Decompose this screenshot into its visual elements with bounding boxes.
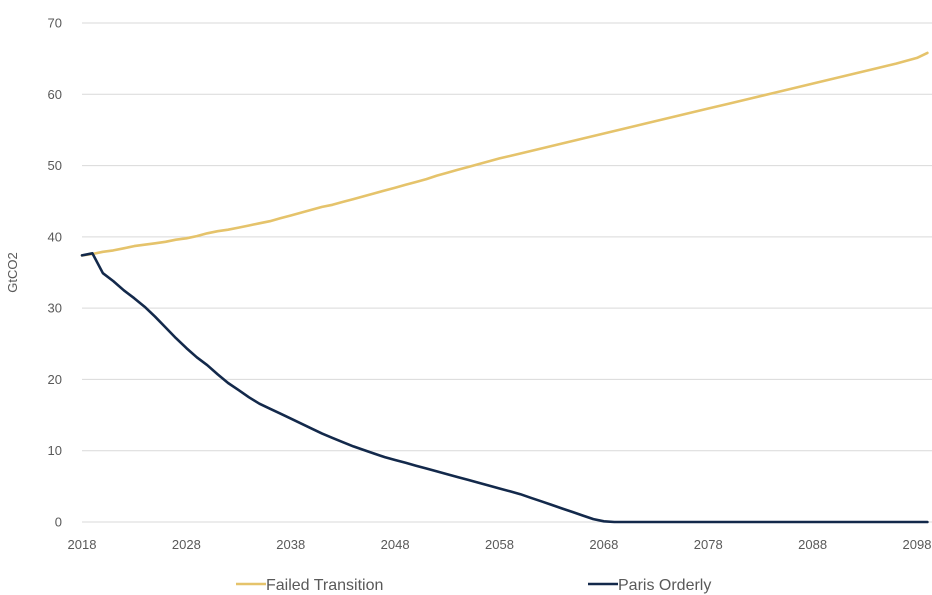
x-tick-label: 2028 xyxy=(172,537,201,552)
x-tick-label: 2098 xyxy=(903,537,932,552)
y-axis-tick-labels: 0 10 20 30 40 50 60 70 xyxy=(48,16,62,530)
x-axis-tick-labels: 2018 2028 2038 2048 2058 2068 2078 2088 2098 xyxy=(68,537,932,552)
legend: Failed Transition Paris Orderly xyxy=(236,577,711,594)
gridlines xyxy=(82,22,932,523)
x-tick-label: 2068 xyxy=(589,537,618,552)
series-line-failed-transition xyxy=(80,51,929,257)
x-tick-label: 2088 xyxy=(798,537,827,552)
x-tick-label: 2038 xyxy=(276,537,305,552)
y-axis-title: GtCO2 xyxy=(5,252,20,292)
y-tick-label: 60 xyxy=(48,87,62,102)
y-tick-label: 30 xyxy=(48,301,62,316)
y-tick-label: 10 xyxy=(48,443,62,458)
x-tick-label: 2078 xyxy=(694,537,723,552)
y-tick-label: 40 xyxy=(48,229,62,244)
legend-label-paris-orderly: Paris Orderly xyxy=(618,577,711,594)
series-lines xyxy=(80,51,929,524)
x-tick-label: 2018 xyxy=(68,537,97,552)
series-line-paris-orderly xyxy=(80,252,929,524)
y-tick-label: 70 xyxy=(48,16,62,31)
y-tick-label: 50 xyxy=(48,158,62,173)
x-tick-label: 2048 xyxy=(381,537,410,552)
y-tick-label: 20 xyxy=(48,372,62,387)
legend-label-failed-transition: Failed Transition xyxy=(266,577,383,594)
y-tick-label: 0 xyxy=(55,515,62,530)
x-tick-label: 2058 xyxy=(485,537,514,552)
